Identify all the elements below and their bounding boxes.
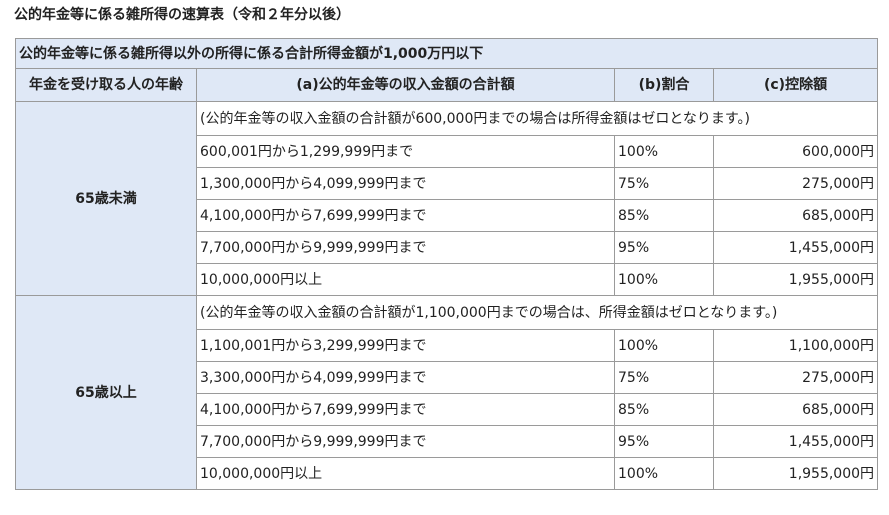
table-row: 10,000,000円以上 100% 1,955,000円 [16, 263, 879, 296]
income-range-cell: 10,000,000円以上 [196, 457, 615, 490]
rate-cell: 95% [614, 425, 714, 458]
table-row: 65歳以上 (公的年金等の収入金額の合計額が1,100,000円までの場合は、所… [15, 295, 879, 490]
header-age: 年金を受け取る人の年齢 [15, 68, 197, 102]
deduction-cell: 685,000円 [712, 199, 879, 232]
income-range-cell: 4,100,000円から7,699,999円まで [196, 199, 615, 232]
age-group-label: 65歳未満 [15, 101, 197, 296]
table-row: 1,300,000円から4,099,999円まで 75% 275,000円 [16, 167, 879, 200]
rate-cell: 85% [614, 393, 714, 426]
rate-cell: 100% [614, 329, 714, 362]
table-row: 10,000,000円以上 100% 1,955,000円 [16, 457, 879, 490]
age-group-label: 65歳以上 [15, 295, 197, 490]
page-title: 公的年金等に係る雑所得の速算表（令和２年分以後） [14, 7, 350, 23]
header-rate: (b)割合 [614, 68, 714, 102]
deduction-cell: 1,955,000円 [712, 263, 879, 296]
income-range-cell: 7,700,000円から9,999,999円まで [196, 425, 615, 458]
income-range-cell: 600,001円から1,299,999円まで [196, 135, 615, 168]
table-row: 4,100,000円から7,699,999円まで 85% 685,000円 [16, 393, 879, 426]
table-row: 65歳未満 (公的年金等の収入金額の合計額が600,000円までの場合は所得金額… [15, 101, 879, 296]
income-range-cell: 7,700,000円から9,999,999円まで [196, 231, 615, 264]
deduction-cell: 600,000円 [712, 135, 879, 168]
rate-cell: 95% [614, 231, 714, 264]
table-caption-row: 公的年金等に係る雑所得以外の所得に係る合計所得金額が1,000万円以下 [14, 38, 879, 69]
rate-cell: 100% [614, 263, 714, 296]
deduction-cell: 1,955,000円 [712, 457, 879, 490]
table-row: 7,700,000円から9,999,999円まで 95% 1,455,000円 [16, 231, 879, 264]
deduction-cell: 685,000円 [712, 393, 879, 426]
pension-tax-table: 公的年金等に係る雑所得以外の所得に係る合計所得金額が1,000万円以下 年金を受… [14, 38, 879, 490]
table-caption: 公的年金等に係る雑所得以外の所得に係る合計所得金額が1,000万円以下 [14, 38, 879, 69]
group-note: (公的年金等の収入金額の合計額が1,100,000円までの場合は、所得金額はゼロ… [195, 295, 879, 330]
table-row: 600,001円から1,299,999円まで 100% 600,000円 [16, 135, 879, 168]
group-note: (公的年金等の収入金額の合計額が600,000円までの場合は所得金額はゼロとなり… [195, 101, 879, 136]
rate-cell: 75% [614, 361, 714, 394]
table-row: 3,300,000円から4,099,999円まで 75% 275,000円 [16, 361, 879, 394]
header-deduction: (c)控除額 [712, 68, 879, 102]
income-range-cell: 1,100,001円から3,299,999円まで [196, 329, 615, 362]
income-range-cell: 4,100,000円から7,699,999円まで [196, 393, 615, 426]
deduction-cell: 275,000円 [712, 361, 879, 394]
rate-cell: 100% [614, 457, 714, 490]
income-range-cell: 3,300,000円から4,099,999円まで [196, 361, 615, 394]
deduction-cell: 275,000円 [712, 167, 879, 200]
table-row: 7,700,000円から9,999,999円まで 95% 1,455,000円 [16, 425, 879, 458]
rate-cell: 100% [614, 135, 714, 168]
table-row: 4,100,000円から7,699,999円まで 85% 685,000円 [16, 199, 879, 232]
header-income-total: (a)公的年金等の収入金額の合計額 [196, 68, 615, 102]
column-header-row: 年金を受け取る人の年齢 (a)公的年金等の収入金額の合計額 (b)割合 (c)控… [15, 68, 879, 102]
table-row: 1,100,001円から3,299,999円まで 100% 1,100,000円 [16, 329, 879, 362]
deduction-cell: 1,455,000円 [712, 425, 879, 458]
income-range-cell: 1,300,000円から4,099,999円まで [196, 167, 615, 200]
deduction-cell: 1,100,000円 [712, 329, 879, 362]
income-range-cell: 10,000,000円以上 [196, 263, 615, 296]
rate-cell: 85% [614, 199, 714, 232]
deduction-cell: 1,455,000円 [712, 231, 879, 264]
rate-cell: 75% [614, 167, 714, 200]
